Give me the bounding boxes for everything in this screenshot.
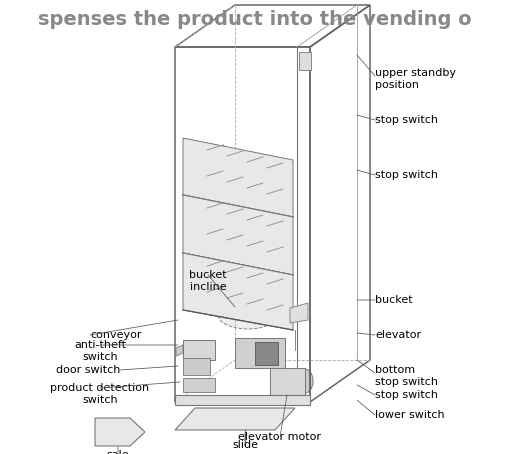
- Polygon shape: [183, 253, 293, 330]
- Circle shape: [263, 315, 268, 320]
- Ellipse shape: [263, 168, 270, 194]
- Ellipse shape: [204, 208, 210, 234]
- Polygon shape: [175, 408, 294, 430]
- Text: conveyor: conveyor: [90, 330, 141, 340]
- Circle shape: [192, 380, 203, 390]
- Ellipse shape: [259, 157, 266, 183]
- Ellipse shape: [223, 156, 230, 182]
- Ellipse shape: [263, 226, 270, 252]
- Polygon shape: [176, 345, 183, 356]
- Text: stop switch: stop switch: [374, 170, 437, 180]
- Ellipse shape: [239, 151, 246, 177]
- Ellipse shape: [279, 163, 286, 189]
- Polygon shape: [298, 52, 310, 70]
- Polygon shape: [175, 395, 309, 405]
- Circle shape: [257, 344, 272, 360]
- Ellipse shape: [217, 301, 277, 329]
- Ellipse shape: [204, 150, 210, 176]
- Text: bottom
stop switch: bottom stop switch: [374, 365, 437, 387]
- Ellipse shape: [243, 220, 250, 246]
- Ellipse shape: [219, 145, 226, 171]
- Ellipse shape: [263, 284, 270, 310]
- Polygon shape: [235, 338, 285, 368]
- Ellipse shape: [296, 369, 313, 393]
- Polygon shape: [254, 342, 277, 365]
- Polygon shape: [183, 358, 210, 375]
- Text: elevator motor: elevator motor: [238, 432, 321, 442]
- Text: product detection
switch: product detection switch: [50, 383, 149, 405]
- Ellipse shape: [239, 267, 246, 293]
- Circle shape: [242, 312, 247, 317]
- Circle shape: [249, 313, 254, 318]
- Polygon shape: [183, 195, 293, 275]
- Polygon shape: [269, 368, 304, 395]
- Text: elevator: elevator: [374, 330, 420, 340]
- Ellipse shape: [243, 162, 250, 188]
- Ellipse shape: [239, 209, 246, 235]
- Polygon shape: [183, 138, 293, 217]
- Text: bucket
incline: bucket incline: [189, 270, 227, 291]
- Text: slide: slide: [232, 440, 258, 450]
- Polygon shape: [290, 303, 307, 323]
- Ellipse shape: [259, 215, 266, 241]
- Polygon shape: [183, 378, 215, 392]
- Circle shape: [221, 309, 226, 314]
- Ellipse shape: [243, 278, 250, 304]
- Text: sale: sale: [106, 450, 129, 454]
- Circle shape: [235, 311, 240, 316]
- Ellipse shape: [219, 203, 226, 229]
- Circle shape: [256, 314, 261, 319]
- Text: stop switch: stop switch: [374, 390, 437, 400]
- Polygon shape: [183, 340, 215, 360]
- Ellipse shape: [259, 273, 266, 299]
- Text: upper standby
position: upper standby position: [374, 68, 455, 89]
- Text: stop switch: stop switch: [374, 115, 437, 125]
- Circle shape: [228, 310, 233, 315]
- Ellipse shape: [223, 272, 230, 298]
- Circle shape: [270, 316, 275, 321]
- Ellipse shape: [279, 279, 286, 305]
- Ellipse shape: [279, 221, 286, 247]
- Text: spenses the product into the vending o: spenses the product into the vending o: [38, 10, 471, 29]
- Polygon shape: [95, 418, 145, 446]
- Ellipse shape: [219, 261, 226, 287]
- Ellipse shape: [223, 214, 230, 240]
- Text: lower switch: lower switch: [374, 410, 444, 420]
- Ellipse shape: [204, 266, 210, 292]
- Text: anti-theft
switch: anti-theft switch: [74, 340, 126, 361]
- Text: bucket: bucket: [374, 295, 412, 305]
- Text: door switch: door switch: [55, 365, 120, 375]
